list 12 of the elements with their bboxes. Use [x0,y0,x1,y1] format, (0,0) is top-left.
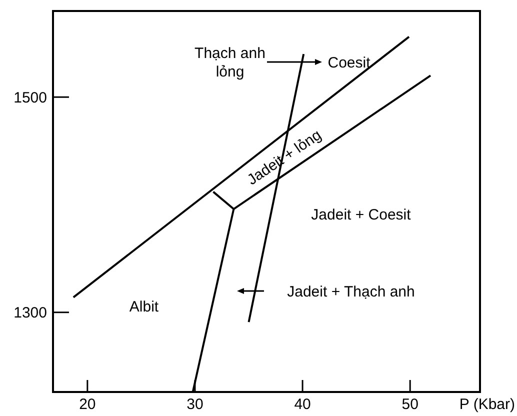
annotation: Thạch anh lỏng [194,44,266,80]
annotation: Albit [129,298,160,316]
x-tick-label: 40 [294,396,311,413]
x-tick-label: 20 [79,396,96,413]
x-tick-label: 50 [402,396,418,413]
x-axis-title: P (Kbar) [459,396,516,413]
annotation: Jadeit + Coesit [311,206,412,224]
annotation: Jadeit + Thạch anh [287,283,415,300]
y-tick-label: 1500 [14,89,47,106]
x-tick-label: 30 [186,396,204,413]
y-tick-label: 1300 [14,304,47,322]
annotation: Coesit [328,54,372,72]
